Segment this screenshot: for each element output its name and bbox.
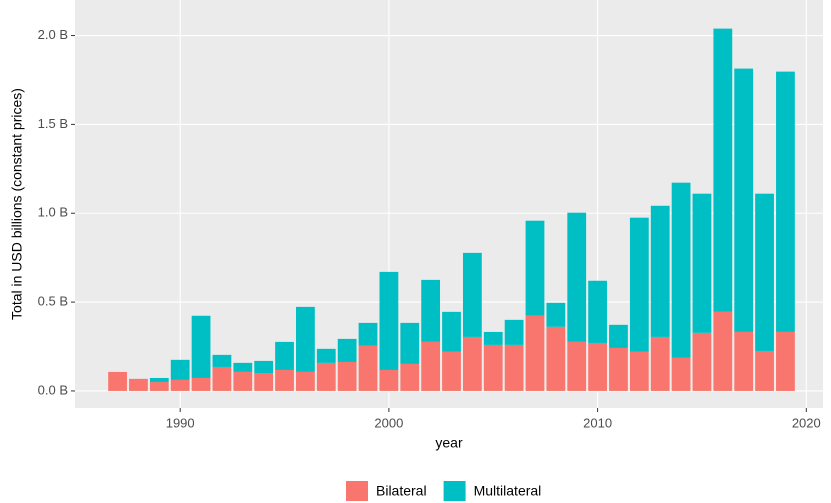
bar	[776, 71, 795, 332]
bar	[212, 366, 232, 391]
bar	[358, 322, 378, 346]
bar	[629, 351, 649, 391]
bar	[588, 342, 607, 391]
x-tick-label: 2010	[583, 415, 612, 430]
bar	[504, 319, 524, 345]
y-tick-label: 2.0 B	[38, 27, 68, 42]
bar	[776, 331, 795, 391]
bar	[275, 341, 294, 370]
y-tick-label: 0.5 B	[38, 294, 68, 309]
bar	[400, 363, 420, 391]
x-tick-label: 2020	[792, 415, 821, 430]
bar	[483, 344, 503, 391]
bar	[296, 306, 315, 372]
bar	[316, 362, 336, 391]
bar	[525, 220, 545, 316]
bar	[609, 324, 628, 348]
bar	[233, 362, 253, 372]
bar	[316, 348, 336, 363]
bar	[650, 336, 670, 391]
bar	[170, 359, 190, 380]
bar	[567, 212, 587, 342]
bar	[212, 354, 232, 367]
bar	[692, 193, 712, 333]
bar	[149, 382, 169, 391]
bar	[462, 252, 482, 337]
bar	[108, 371, 127, 391]
bar	[713, 311, 733, 391]
bar	[358, 345, 378, 391]
bar	[337, 338, 357, 362]
bar	[191, 315, 211, 378]
bar	[650, 205, 670, 337]
x-tick-label: 2000	[374, 415, 403, 430]
bar	[379, 369, 399, 391]
bar	[567, 341, 587, 391]
legend-label: Bilateral	[376, 483, 427, 499]
bar	[609, 347, 628, 391]
bar	[129, 378, 148, 391]
bar	[546, 326, 566, 391]
bar	[379, 271, 399, 370]
bar	[671, 182, 691, 358]
bar	[170, 379, 190, 391]
y-tick-label: 1.0 B	[38, 205, 68, 220]
bar	[692, 332, 712, 391]
legend-key	[443, 481, 466, 501]
y-axis-title: Total in USD billions (constant prices)	[9, 88, 25, 320]
y-tick-label: 0.0 B	[38, 382, 68, 397]
bar	[546, 302, 566, 327]
bar	[588, 280, 607, 343]
bar	[442, 351, 461, 391]
bar	[525, 315, 545, 391]
bar	[629, 217, 649, 352]
bar	[462, 336, 482, 391]
bar	[254, 372, 274, 391]
bar	[755, 350, 774, 391]
bar	[734, 331, 754, 391]
bar	[734, 68, 754, 332]
legend-key	[346, 481, 368, 501]
bar	[421, 279, 441, 342]
x-axis-title: year	[435, 435, 463, 451]
bar	[483, 331, 503, 345]
x-tick-label: 1990	[166, 415, 195, 430]
bar	[337, 361, 357, 391]
bar	[504, 344, 524, 391]
bar	[191, 377, 211, 391]
bar	[275, 369, 294, 391]
bar	[400, 322, 420, 364]
bar	[442, 311, 461, 352]
bar	[421, 341, 441, 391]
bar	[254, 360, 274, 373]
bar	[233, 371, 253, 391]
y-tick-label: 1.5 B	[38, 116, 68, 131]
bar	[713, 28, 733, 312]
bar	[755, 193, 774, 351]
bar	[149, 377, 169, 383]
bar	[296, 371, 315, 391]
bar	[671, 357, 691, 391]
legend-label: Multilateral	[474, 483, 542, 499]
